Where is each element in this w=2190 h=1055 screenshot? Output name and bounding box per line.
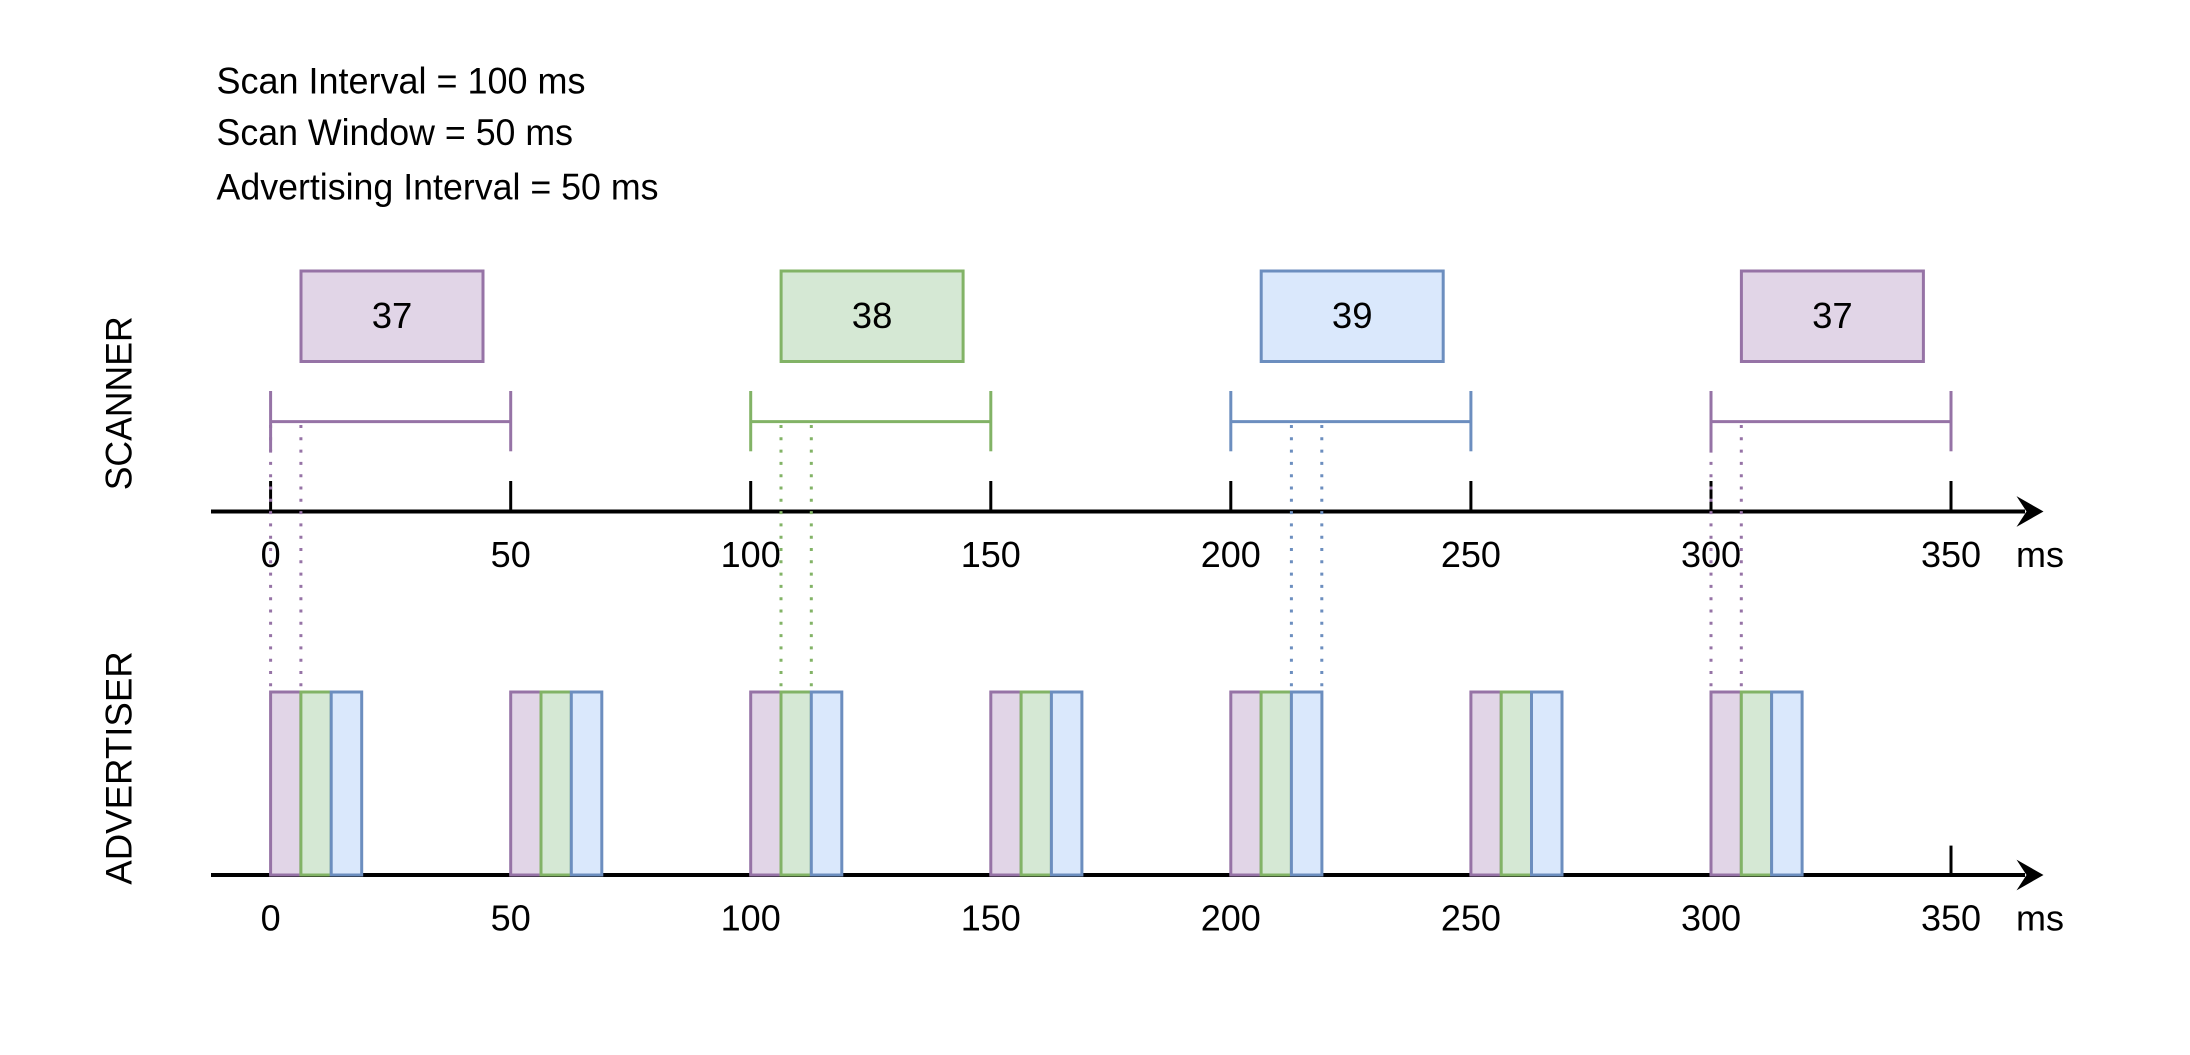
svg-text:50: 50 [491, 534, 531, 575]
svg-text:300: 300 [1681, 897, 1741, 938]
svg-text:ADVERTISER: ADVERTISER [98, 651, 140, 885]
svg-text:150: 150 [961, 534, 1021, 575]
svg-text:SCANNER: SCANNER [98, 316, 140, 490]
svg-text:0: 0 [261, 897, 281, 938]
svg-text:350: 350 [1921, 897, 1981, 938]
svg-text:37: 37 [1812, 295, 1853, 336]
svg-text:Scan Interval = 100 ms: Scan Interval = 100 ms [217, 60, 586, 102]
svg-text:Scan Window = 50 ms: Scan Window = 50 ms [217, 111, 574, 153]
svg-text:39: 39 [1332, 295, 1373, 336]
svg-text:ms: ms [2016, 897, 2064, 938]
svg-text:200: 200 [1201, 534, 1261, 575]
svg-text:200: 200 [1201, 897, 1261, 938]
svg-text:150: 150 [961, 897, 1021, 938]
svg-text:350: 350 [1921, 534, 1981, 575]
svg-text:0: 0 [261, 534, 281, 575]
svg-text:50: 50 [491, 897, 531, 938]
svg-text:300: 300 [1681, 534, 1741, 575]
svg-text:250: 250 [1441, 534, 1501, 575]
svg-text:ms: ms [2016, 534, 2064, 575]
svg-text:100: 100 [721, 897, 781, 938]
svg-text:100: 100 [721, 534, 781, 575]
svg-text:37: 37 [372, 295, 413, 336]
svg-text:Advertising Interval = 50 ms: Advertising Interval = 50 ms [217, 165, 659, 207]
svg-text:250: 250 [1441, 897, 1501, 938]
svg-text:38: 38 [852, 295, 893, 336]
